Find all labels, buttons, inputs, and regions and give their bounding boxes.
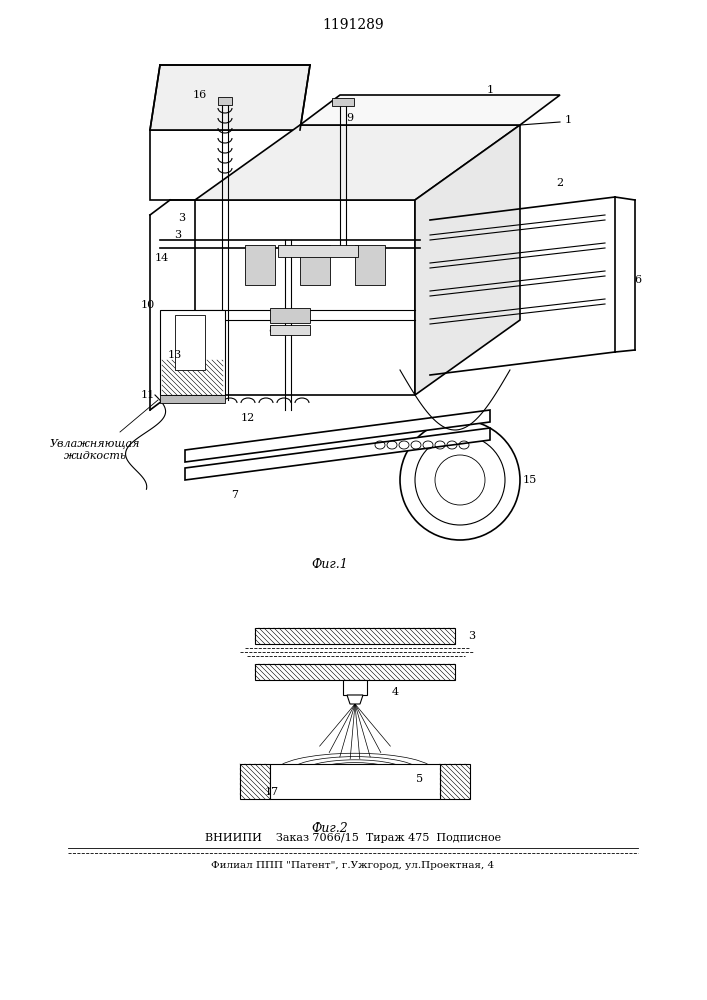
Polygon shape	[185, 428, 490, 480]
Bar	[162, 360, 223, 395]
Bar	[175, 315, 205, 370]
Text: 3: 3	[178, 213, 185, 223]
Text: 1: 1	[486, 85, 493, 95]
Bar	[160, 310, 225, 395]
Polygon shape	[300, 245, 330, 285]
Text: 15: 15	[523, 475, 537, 485]
Polygon shape	[150, 130, 300, 200]
Bar	[255, 664, 455, 680]
Bar	[270, 764, 440, 799]
Bar	[160, 395, 225, 403]
Text: 3: 3	[469, 631, 476, 641]
Text: 10: 10	[141, 300, 155, 310]
Bar	[343, 680, 367, 695]
Text: 5: 5	[416, 774, 423, 784]
Bar	[270, 308, 310, 323]
Polygon shape	[150, 65, 310, 130]
Text: 2: 2	[556, 178, 563, 188]
Text: 6: 6	[634, 275, 641, 285]
Polygon shape	[185, 410, 490, 462]
Text: 4: 4	[392, 687, 399, 697]
Text: 11: 11	[141, 390, 155, 400]
Bar	[255, 664, 455, 680]
Bar	[440, 764, 470, 799]
Bar	[218, 97, 232, 105]
Polygon shape	[347, 695, 363, 704]
Bar	[270, 325, 310, 335]
Bar	[440, 764, 470, 799]
Text: Филиал ППП "Патент", г.Ужгород, ул.Проектная, 4: Филиал ППП "Патент", г.Ужгород, ул.Проек…	[211, 861, 495, 870]
Text: 16: 16	[193, 90, 207, 100]
Polygon shape	[195, 125, 520, 200]
Text: 7: 7	[231, 490, 238, 500]
Text: 1: 1	[564, 115, 571, 125]
Text: Фиг.1: Фиг.1	[312, 558, 349, 572]
Text: 17: 17	[265, 787, 279, 797]
Bar	[240, 764, 270, 799]
Bar	[255, 628, 455, 644]
Bar	[332, 98, 354, 106]
Text: 14: 14	[155, 253, 169, 263]
Polygon shape	[300, 95, 560, 125]
Polygon shape	[355, 245, 385, 285]
Text: 8: 8	[269, 325, 276, 335]
Text: 13: 13	[168, 350, 182, 360]
Text: 3: 3	[175, 230, 182, 240]
Bar	[240, 764, 270, 799]
Text: 1191289: 1191289	[322, 18, 384, 32]
Polygon shape	[245, 245, 275, 285]
Text: 9: 9	[346, 113, 354, 123]
Text: 12: 12	[241, 413, 255, 423]
Text: ВНИИПИ    Заказ 7066/15  Тираж 475  Подписное: ВНИИПИ Заказ 7066/15 Тираж 475 Подписное	[205, 833, 501, 843]
Text: Фиг.2: Фиг.2	[312, 822, 349, 836]
Bar	[278, 245, 358, 257]
Polygon shape	[415, 125, 520, 395]
Text: Увлажняющая
жидкость: Увлажняющая жидкость	[49, 439, 140, 461]
Polygon shape	[195, 200, 415, 395]
Bar	[255, 628, 455, 644]
